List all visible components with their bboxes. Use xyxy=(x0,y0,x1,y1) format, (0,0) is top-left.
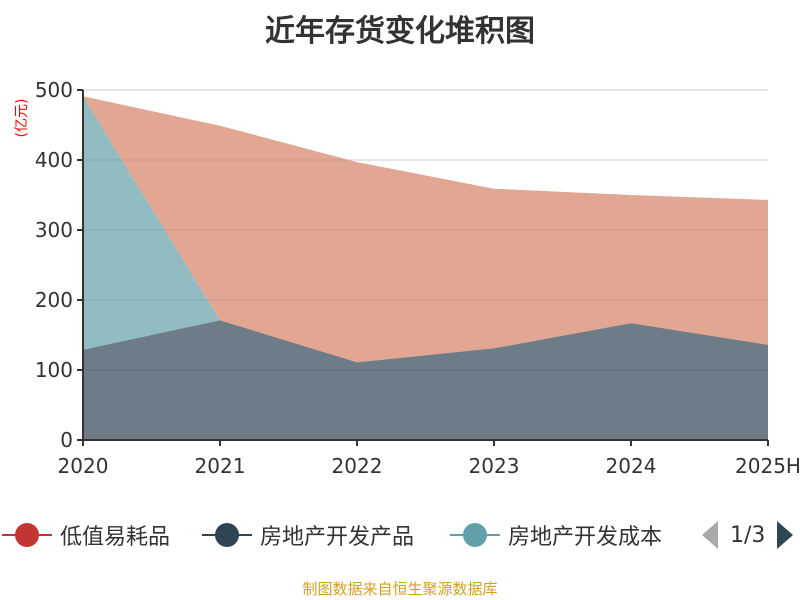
x-tick-label: 2020 xyxy=(58,454,109,478)
prev-page-icon[interactable] xyxy=(702,521,718,549)
legend-item-2[interactable]: 房地产开发成本 xyxy=(450,515,662,555)
x-tick-label: 2021 xyxy=(195,454,246,478)
y-tick-label: 500 xyxy=(35,78,73,102)
legend-label: 低值易耗品 xyxy=(60,525,171,550)
chart-title: 近年存货变化堆积图 xyxy=(265,14,535,49)
legend-symbol-icon xyxy=(2,515,52,555)
y-tick-label: 300 xyxy=(35,218,73,242)
area-series-1 xyxy=(83,320,768,440)
x-tick-label: 2025H xyxy=(735,454,800,478)
stacked-area-chart: 0 100 200 300 400 500 2020 2021 2022 2023 2024 2025… xyxy=(14,78,800,478)
legend-item-0[interactable]: 低值易耗品 xyxy=(2,515,170,555)
x-tick-label: 2023 xyxy=(469,454,520,478)
legend-pager: 1/3 xyxy=(702,515,794,555)
y-tick-label: 0 xyxy=(60,428,73,452)
y-tick-label: 400 xyxy=(35,148,73,172)
legend-symbol-icon xyxy=(450,515,500,555)
page-indicator: 1/3 xyxy=(730,522,766,548)
y-axis-label: (亿元) xyxy=(14,99,30,138)
x-tick-label: 2022 xyxy=(332,454,383,478)
legend-label: 房地产开发成本 xyxy=(508,525,663,550)
y-tick-label: 100 xyxy=(35,358,73,382)
legend: 低值易耗品 房地产开发产品 房地产开发成本 1/3 xyxy=(0,515,800,555)
x-tick-label: 2024 xyxy=(606,454,657,478)
area-series-3 xyxy=(83,96,768,363)
legend-item-1[interactable]: 房地产开发产品 xyxy=(202,515,414,555)
y-tick-label: 200 xyxy=(35,288,73,312)
next-page-icon[interactable] xyxy=(777,521,794,549)
legend-label: 房地产开发产品 xyxy=(260,525,415,550)
source-note: 制图数据来自恒生聚源数据库 xyxy=(302,580,498,598)
legend-symbol-icon xyxy=(202,515,252,555)
